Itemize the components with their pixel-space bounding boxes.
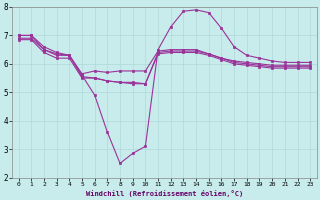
X-axis label: Windchill (Refroidissement éolien,°C): Windchill (Refroidissement éolien,°C) [86,190,243,197]
